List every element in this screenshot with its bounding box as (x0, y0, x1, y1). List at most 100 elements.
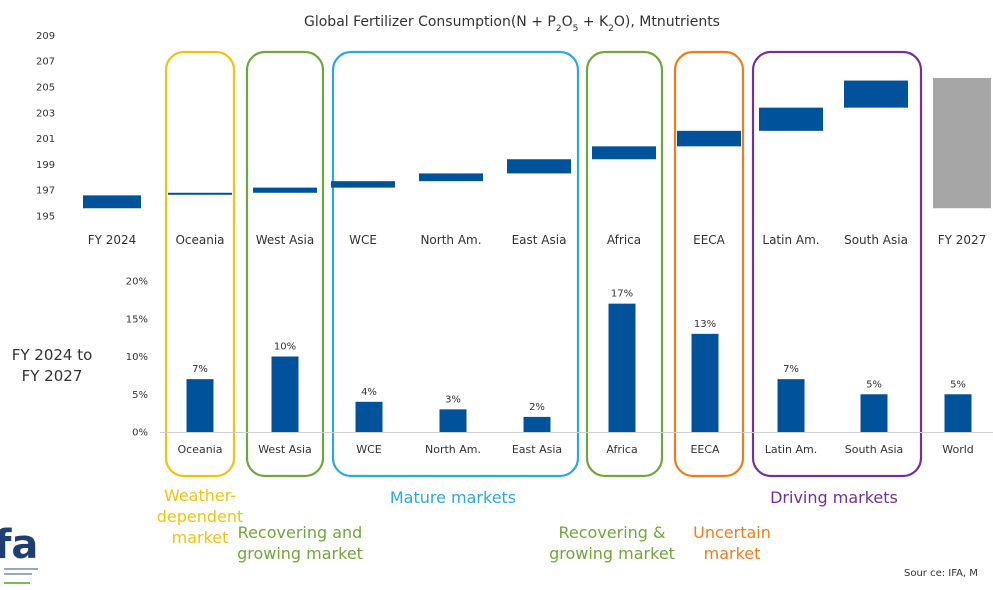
y-tick-label: 10% (126, 352, 148, 363)
y-tick-label: 203 (36, 108, 55, 119)
category-label: Latin Am. (762, 233, 819, 247)
logo-tagline-mark (4, 568, 38, 570)
waterfall-bar (933, 77, 991, 209)
group-box-weather (164, 50, 236, 478)
category-label: Oceania (175, 233, 224, 247)
category-label: North Am. (420, 233, 481, 247)
category-label: World (942, 443, 974, 456)
chart-title: Global Fertilizer Consumption(N + P2O5 +… (304, 14, 720, 34)
category-label: East Asia (512, 443, 562, 456)
group-label-recovering1: growing market (237, 544, 363, 563)
category-label: West Asia (256, 233, 314, 247)
category-label: South Asia (844, 233, 908, 247)
waterfall-bar (759, 107, 823, 131)
category-label: West Asia (258, 443, 312, 456)
category-label: WCE (349, 233, 377, 247)
group-box-mature (331, 50, 580, 478)
data-label: 13% (694, 319, 716, 330)
logo-text: fa (0, 522, 38, 568)
data-label: 2% (529, 402, 545, 413)
growth-bar (439, 409, 467, 432)
y-tick-label: 201 (36, 134, 55, 145)
waterfall-bar (844, 80, 908, 108)
growth-bar (523, 416, 551, 432)
growth-bar (186, 379, 214, 432)
group-label-recovering1: Recovering and (238, 523, 363, 542)
logo-tagline-mark (4, 582, 30, 584)
category-label: Latin Am. (765, 443, 817, 456)
data-label: 5% (950, 379, 966, 390)
source-note: Sour ce: IFA, M (904, 568, 978, 579)
category-label: EECA (690, 443, 720, 456)
group-label-recovering2: growing market (549, 544, 675, 563)
waterfall-bar (331, 181, 395, 188)
data-label: 3% (445, 394, 461, 405)
waterfall-bar (253, 187, 317, 193)
group-label-driving: Driving markets (770, 488, 898, 507)
growth-bar (860, 394, 888, 432)
side-label-line: FY 2024 to (12, 346, 93, 364)
group-box-recovering2 (585, 50, 664, 478)
title-part: Global Fertilizer Consumption(N + P (304, 14, 556, 30)
y-tick-label: 205 (36, 83, 55, 94)
side-label-line: FY 2027 (22, 367, 83, 385)
title-part: O (562, 14, 573, 30)
group-label-recovering2: Recovering & (558, 523, 665, 542)
growth-bar (777, 379, 805, 432)
category-label: East Asia (512, 233, 567, 247)
waterfall-bar (507, 159, 571, 174)
data-label: 5% (866, 379, 882, 390)
group-label-mature: Mature markets (390, 488, 516, 507)
waterfall-chart: 195 197 199 201 203 205 207 209 FY 2024 Oceania We… (36, 31, 991, 247)
y-tick-label: 15% (126, 314, 148, 325)
growth-bar (691, 333, 719, 432)
y-tick-label: 0% (132, 428, 148, 439)
growth-bar (271, 356, 299, 432)
category-label: EECA (693, 233, 726, 247)
category-label: FY 2024 (88, 233, 137, 247)
data-label: 10% (274, 342, 296, 353)
growth-bar-chart: 0% 5% 10% 15% 20% 7% Oceania 10% West Asia 4% WCE 3… (126, 277, 993, 456)
waterfall-bar (83, 195, 141, 209)
y-tick-label: 5% (132, 390, 148, 401)
waterfall-bar (677, 130, 741, 147)
category-label: North Am. (425, 443, 481, 456)
y-tick-label: 20% (126, 277, 148, 288)
y-tick-label: 199 (36, 160, 55, 171)
y-tick-label: 209 (36, 31, 55, 42)
group-label-uncertain: market (704, 544, 761, 563)
y-tick-label: 195 (36, 212, 55, 223)
group-label-weather: dependent (157, 507, 244, 526)
title-part: + K (578, 14, 609, 30)
category-label: Africa (606, 443, 637, 456)
group-boxes (164, 50, 923, 478)
title-subscript: 5 (573, 24, 579, 34)
group-box-recovering1 (245, 50, 325, 478)
category-label: South Asia (845, 443, 904, 456)
logo-tagline-mark (4, 573, 32, 575)
category-label: FY 2027 (938, 233, 987, 247)
category-label: Oceania (178, 443, 223, 456)
data-label: 7% (783, 364, 799, 375)
category-label: WCE (356, 443, 382, 456)
group-label-weather: market (172, 528, 229, 547)
group-label-weather: Weather- (164, 486, 236, 505)
group-label-uncertain: Uncertain (693, 523, 771, 542)
growth-bar (608, 303, 636, 432)
growth-bar (944, 394, 972, 432)
y-tick-label: 197 (36, 186, 55, 197)
title-subscript: 2 (608, 24, 614, 34)
category-label: Africa (607, 233, 641, 247)
title-subscript: 2 (556, 24, 562, 34)
waterfall-bar (592, 146, 656, 160)
waterfall-bar (419, 173, 483, 182)
ifa-logo: fa (0, 522, 38, 584)
data-label: 7% (192, 364, 208, 375)
data-label: 17% (611, 289, 633, 300)
growth-bar (355, 401, 383, 432)
y-tick-label: 207 (36, 57, 55, 68)
title-part: O), Mtnutrients (614, 14, 720, 30)
data-label: 4% (361, 387, 377, 398)
group-box-uncertain (673, 50, 745, 478)
